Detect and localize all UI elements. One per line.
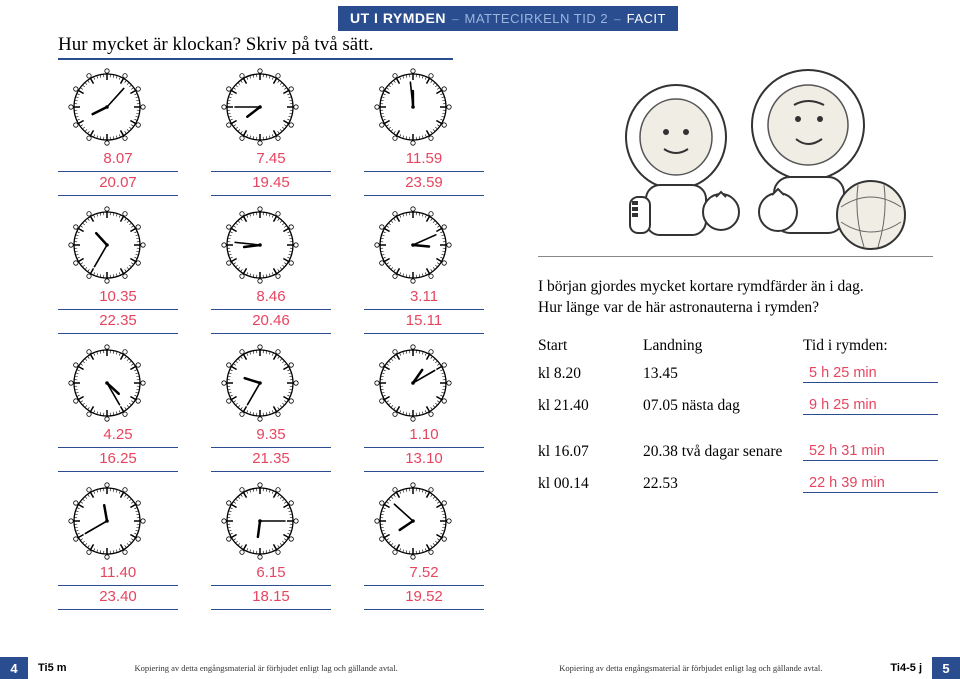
- intro-line-1: I början gjordes mycket kortare rymdfärd…: [538, 278, 864, 295]
- start-cell: kl 16.07: [538, 443, 643, 461]
- clock-cell: 3.1115.11: [364, 206, 517, 334]
- answer-line-2: 20.07: [58, 174, 178, 196]
- header-pre: UT I RYMDEN: [350, 10, 446, 26]
- answer-line-1: 7.52: [364, 564, 484, 586]
- clock-cell: 1.1013.10: [364, 344, 517, 472]
- clock-cell: 8.0720.07: [58, 68, 211, 196]
- copyright-right: Kopiering av detta engångsmaterial är fö…: [559, 663, 822, 673]
- page-label-left: Ti5 m: [38, 662, 67, 674]
- duration-answer: 52 h 31 min: [803, 443, 938, 461]
- landing-cell: 22.53: [643, 475, 803, 493]
- intro-text: I början gjordes mycket kortare rymdfärd…: [538, 277, 938, 319]
- footer-left: 4 Ti5 m Kopiering av detta engångsmateri…: [0, 657, 480, 679]
- header-post: FACIT: [627, 11, 666, 26]
- col-landing: Landning: [643, 337, 803, 355]
- clock-cell: 9.3521.35: [211, 344, 364, 472]
- answer-line-1: 6.15: [211, 564, 331, 586]
- copyright-left: Kopiering av detta engångsmaterial är fö…: [135, 663, 398, 673]
- clock-icon: [374, 68, 452, 146]
- answer-line-1: 11.59: [364, 150, 484, 172]
- header-sep1: –: [452, 11, 459, 27]
- clock-cell: 8.4620.46: [211, 206, 364, 334]
- start-cell: kl 00.14: [538, 475, 643, 493]
- clock-cell: 4.2516.25: [58, 344, 211, 472]
- answer-line-1: 4.25: [58, 426, 178, 448]
- astronaut-illustration: [538, 62, 933, 257]
- header-sep2: –: [614, 11, 621, 27]
- clock-icon: [68, 344, 146, 422]
- answer-line-1: 11.40: [58, 564, 178, 586]
- header-mid: MATTECIRKELN TID 2: [464, 11, 608, 26]
- answer-line-2: 19.45: [211, 174, 331, 196]
- clocks-grid: 8.0720.07 7.4519.45 11.5923.59 10.3522.3…: [58, 58, 518, 610]
- answer-line-1: 9.35: [211, 426, 331, 448]
- landing-cell: 13.45: [643, 365, 803, 383]
- duration-answer: 9 h 25 min: [803, 397, 938, 415]
- answer-line-2: 20.46: [211, 312, 331, 334]
- duration-table: Start Landning Tid i rymden: kl 8.20 13.…: [538, 337, 938, 493]
- clock-icon: [374, 344, 452, 422]
- start-cell: kl 8.20: [538, 365, 643, 383]
- clock-icon: [221, 482, 299, 560]
- clock-cell: 7.5219.52: [364, 482, 517, 610]
- answer-line-2: 22.35: [58, 312, 178, 334]
- clock-cell: 6.1518.15: [211, 482, 364, 610]
- worksheet-title: Hur mycket är klockan? Skriv på två sätt…: [58, 34, 374, 56]
- clock-cell: 7.4519.45: [211, 68, 364, 196]
- clock-icon: [221, 344, 299, 422]
- answer-line-2: 23.40: [58, 588, 178, 610]
- clock-cell: 10.3522.35: [58, 206, 211, 334]
- clock-icon: [68, 68, 146, 146]
- intro-line-2: Hur länge var de här astronauterna i rym…: [538, 299, 819, 316]
- duration-answer: 22 h 39 min: [803, 475, 938, 493]
- footer-right: Kopiering av detta engångsmaterial är fö…: [480, 657, 960, 679]
- clock-cell: 11.4023.40: [58, 482, 211, 610]
- answer-line-2: 15.11: [364, 312, 484, 334]
- clock-icon: [68, 482, 146, 560]
- page-num-left: 4: [0, 657, 28, 679]
- landing-cell: 20.38 två dagar senare: [643, 443, 803, 461]
- clock-icon: [374, 482, 452, 560]
- clock-icon: [221, 206, 299, 284]
- answer-line-1: 8.07: [58, 150, 178, 172]
- answer-line-1: 3.11: [364, 288, 484, 310]
- clock-icon: [68, 206, 146, 284]
- duration-answer: 5 h 25 min: [803, 365, 938, 383]
- landing-cell: 07.05 nästa dag: [643, 397, 803, 415]
- answer-line-2: 18.15: [211, 588, 331, 610]
- answer-line-1: 1.10: [364, 426, 484, 448]
- start-cell: kl 21.40: [538, 397, 643, 415]
- clock-icon: [374, 206, 452, 284]
- answer-line-2: 21.35: [211, 450, 331, 472]
- answer-line-1: 10.35: [58, 288, 178, 310]
- answer-line-2: 13.10: [364, 450, 484, 472]
- col-duration: Tid i rymden:: [803, 337, 938, 355]
- clock-cell: 11.5923.59: [364, 68, 517, 196]
- answer-line-2: 16.25: [58, 450, 178, 472]
- right-column: I början gjordes mycket kortare rymdfärd…: [538, 62, 938, 507]
- answer-line-2: 23.59: [364, 174, 484, 196]
- page-label-right: Ti4-5 j: [890, 662, 922, 674]
- answer-line-2: 19.52: [364, 588, 484, 610]
- col-start: Start: [538, 337, 643, 355]
- clock-icon: [221, 68, 299, 146]
- answer-line-1: 7.45: [211, 150, 331, 172]
- answer-line-1: 8.46: [211, 288, 331, 310]
- page-num-right: 5: [932, 657, 960, 679]
